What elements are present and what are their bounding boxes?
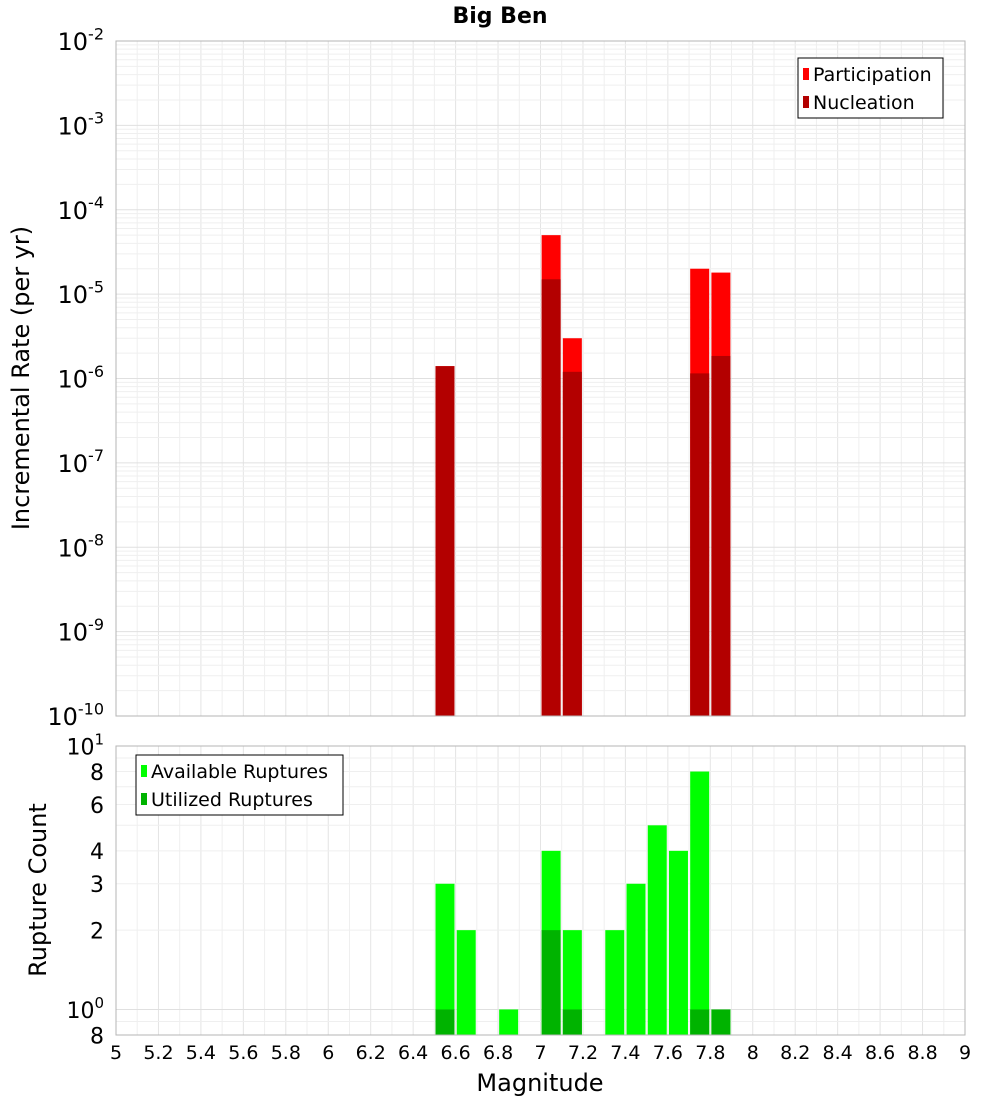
legend-label: Available Ruptures bbox=[151, 761, 328, 783]
bar-utilized-ruptures bbox=[711, 1009, 731, 1035]
y-tick-label: 10-4 bbox=[58, 193, 105, 225]
x-tick-label: 6.8 bbox=[483, 1042, 513, 1064]
x-tick-label: 5.4 bbox=[186, 1042, 216, 1064]
rate-plot-legend: Participation Nucleation bbox=[797, 57, 944, 119]
x-tick-label: 5 bbox=[110, 1042, 122, 1064]
legend-swatch bbox=[141, 765, 147, 777]
x-tick-label: 8.4 bbox=[823, 1042, 853, 1064]
bar-utilized-ruptures bbox=[562, 1009, 582, 1035]
bar-available-ruptures bbox=[499, 1009, 519, 1035]
x-tick-label: 5.2 bbox=[143, 1042, 173, 1064]
bar-available-ruptures bbox=[456, 930, 476, 1035]
bar-nucleation bbox=[690, 373, 710, 716]
y-tick-label: 100 bbox=[66, 994, 104, 1024]
x-tick-label: 6.6 bbox=[440, 1042, 470, 1064]
y-tick-label: 10-7 bbox=[58, 446, 105, 478]
y-tick-label: 10-3 bbox=[58, 109, 105, 141]
x-tick-label: 6 bbox=[322, 1042, 334, 1064]
rate-plot-y-ticks: 10-10 10-9 10-8 10-7 10-6 10-5 10-4 10-3 10-2 bbox=[47, 24, 104, 731]
bar-utilized-ruptures bbox=[435, 1009, 455, 1035]
bar-available-ruptures bbox=[605, 930, 625, 1035]
y-tick-label: 10-10 bbox=[47, 699, 104, 731]
y-tick-label: 3 bbox=[90, 873, 104, 898]
legend-label: Nucleation bbox=[813, 92, 915, 114]
bar-nucleation bbox=[562, 371, 582, 716]
count-plot-bars bbox=[435, 771, 731, 1035]
y-tick-label: 4 bbox=[90, 840, 104, 865]
bar-utilized-ruptures bbox=[541, 930, 561, 1035]
rate-plot-frame bbox=[115, 40, 966, 717]
x-tick-label: 8.6 bbox=[865, 1042, 895, 1064]
x-tick-label: 7.2 bbox=[568, 1042, 598, 1064]
x-tick-label: 5.6 bbox=[228, 1042, 258, 1064]
bar-available-ruptures bbox=[435, 883, 455, 1035]
count-plot-legend: Available Ruptures Utilized Ruptures bbox=[135, 754, 344, 816]
rate-plot-bars bbox=[435, 235, 731, 716]
magnitude-x-axis-label: Magnitude bbox=[476, 1069, 603, 1097]
x-tick-label: 8.2 bbox=[780, 1042, 810, 1064]
x-tick-label: 9 bbox=[959, 1042, 971, 1064]
bar-available-ruptures bbox=[690, 771, 710, 1035]
y-tick-label: 8 bbox=[90, 761, 104, 786]
legend-box bbox=[135, 754, 344, 816]
x-tick-label: 7.4 bbox=[610, 1042, 640, 1064]
chart-title: Big Ben bbox=[452, 4, 547, 29]
y-tick-label: 10-2 bbox=[58, 24, 105, 56]
x-tick-label: 6.4 bbox=[398, 1042, 428, 1064]
legend-swatch bbox=[141, 793, 147, 805]
y-tick-label: 2 bbox=[90, 920, 104, 945]
bar-nucleation bbox=[711, 355, 731, 716]
x-tick-label: 7.6 bbox=[653, 1042, 683, 1064]
legend-swatch bbox=[803, 68, 809, 80]
rate-plot-y-axis-label: Incremental Rate (per yr) bbox=[7, 226, 35, 530]
legend-label: Participation bbox=[813, 64, 932, 86]
rate-plot-panel: 10-10 10-9 10-8 10-7 10-6 10-5 10-4 10-3 10-2 In… bbox=[7, 24, 966, 731]
bar-available-ruptures bbox=[626, 883, 646, 1035]
bar-available-ruptures bbox=[668, 850, 688, 1035]
x-tick-label: 5.8 bbox=[271, 1042, 301, 1064]
x-tick-label: 7 bbox=[534, 1042, 546, 1064]
rate-plot-grid bbox=[115, 40, 966, 717]
bar-nucleation bbox=[541, 279, 561, 716]
bar-available-ruptures bbox=[647, 825, 667, 1035]
y-tick-label: 10-5 bbox=[58, 277, 105, 309]
legend-swatch bbox=[803, 96, 809, 108]
count-plot-y-axis-label: Rupture Count bbox=[24, 803, 52, 977]
bar-available-ruptures bbox=[562, 930, 582, 1035]
y-tick-label: 8 bbox=[90, 1024, 104, 1049]
y-tick-label: 6 bbox=[90, 794, 104, 819]
magnitude-x-ticks: 5 5.2 5.4 5.6 5.8 6 6.2 6.4 6.6 6.8 7 7.2 7.4 7.6 7.8 8… bbox=[110, 1042, 971, 1064]
bar-utilized-ruptures bbox=[690, 1009, 710, 1035]
y-tick-label: 10-6 bbox=[58, 362, 105, 394]
x-tick-label: 8 bbox=[747, 1042, 759, 1064]
legend-box bbox=[797, 57, 944, 119]
legend-label: Utilized Ruptures bbox=[151, 789, 313, 811]
bar-nucleation bbox=[435, 366, 455, 716]
count-plot-frame bbox=[115, 745, 966, 1036]
x-tick-label: 7.8 bbox=[695, 1042, 725, 1064]
y-tick-label: 10-8 bbox=[58, 531, 105, 563]
y-tick-label: 10-9 bbox=[58, 615, 105, 647]
x-tick-label: 6.2 bbox=[356, 1042, 386, 1064]
x-tick-label: 8.8 bbox=[907, 1042, 937, 1064]
y-tick-label: 101 bbox=[66, 730, 104, 760]
